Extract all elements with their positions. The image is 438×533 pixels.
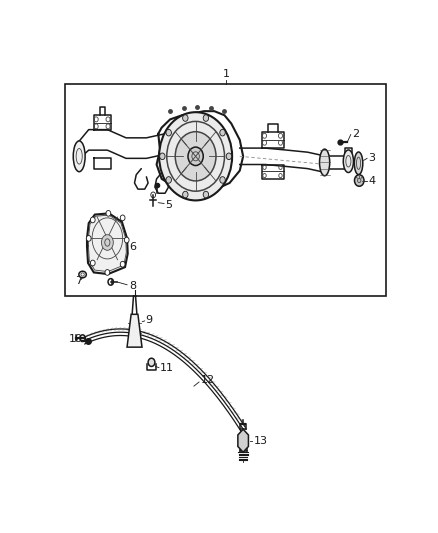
Text: 3: 3 [368, 154, 375, 163]
Ellipse shape [159, 112, 232, 200]
Polygon shape [87, 213, 128, 274]
Circle shape [148, 358, 155, 366]
Ellipse shape [102, 235, 113, 251]
Circle shape [86, 236, 91, 241]
Text: 8: 8 [129, 280, 136, 290]
Circle shape [90, 217, 95, 223]
Circle shape [226, 153, 232, 159]
Bar [65, 84, 386, 296]
Text: 2: 2 [352, 129, 359, 139]
Text: 13: 13 [253, 435, 267, 446]
Circle shape [166, 176, 171, 183]
Text: 1: 1 [223, 69, 230, 79]
Text: 10: 10 [69, 334, 83, 344]
Circle shape [90, 260, 95, 266]
Circle shape [120, 261, 125, 267]
Text: 7: 7 [75, 276, 82, 286]
Circle shape [220, 130, 225, 136]
Circle shape [166, 130, 171, 136]
Ellipse shape [343, 150, 353, 173]
Circle shape [124, 237, 129, 243]
Polygon shape [127, 314, 142, 347]
Circle shape [105, 270, 110, 276]
Circle shape [183, 115, 188, 122]
Ellipse shape [175, 132, 216, 181]
Circle shape [220, 176, 225, 183]
Ellipse shape [79, 271, 86, 278]
Text: 4: 4 [368, 175, 375, 185]
Text: 5: 5 [165, 200, 172, 210]
Circle shape [203, 115, 208, 122]
Ellipse shape [354, 175, 364, 186]
Ellipse shape [188, 147, 203, 166]
Circle shape [120, 215, 125, 221]
Circle shape [159, 153, 165, 159]
Text: 12: 12 [201, 375, 215, 385]
Text: 11: 11 [160, 364, 174, 374]
Text: 9: 9 [146, 316, 153, 326]
Circle shape [183, 191, 188, 198]
Circle shape [203, 191, 208, 198]
Text: 6: 6 [129, 242, 136, 252]
Ellipse shape [354, 152, 363, 175]
Ellipse shape [320, 149, 330, 176]
Polygon shape [238, 429, 248, 452]
Ellipse shape [73, 141, 85, 172]
Circle shape [106, 211, 111, 216]
